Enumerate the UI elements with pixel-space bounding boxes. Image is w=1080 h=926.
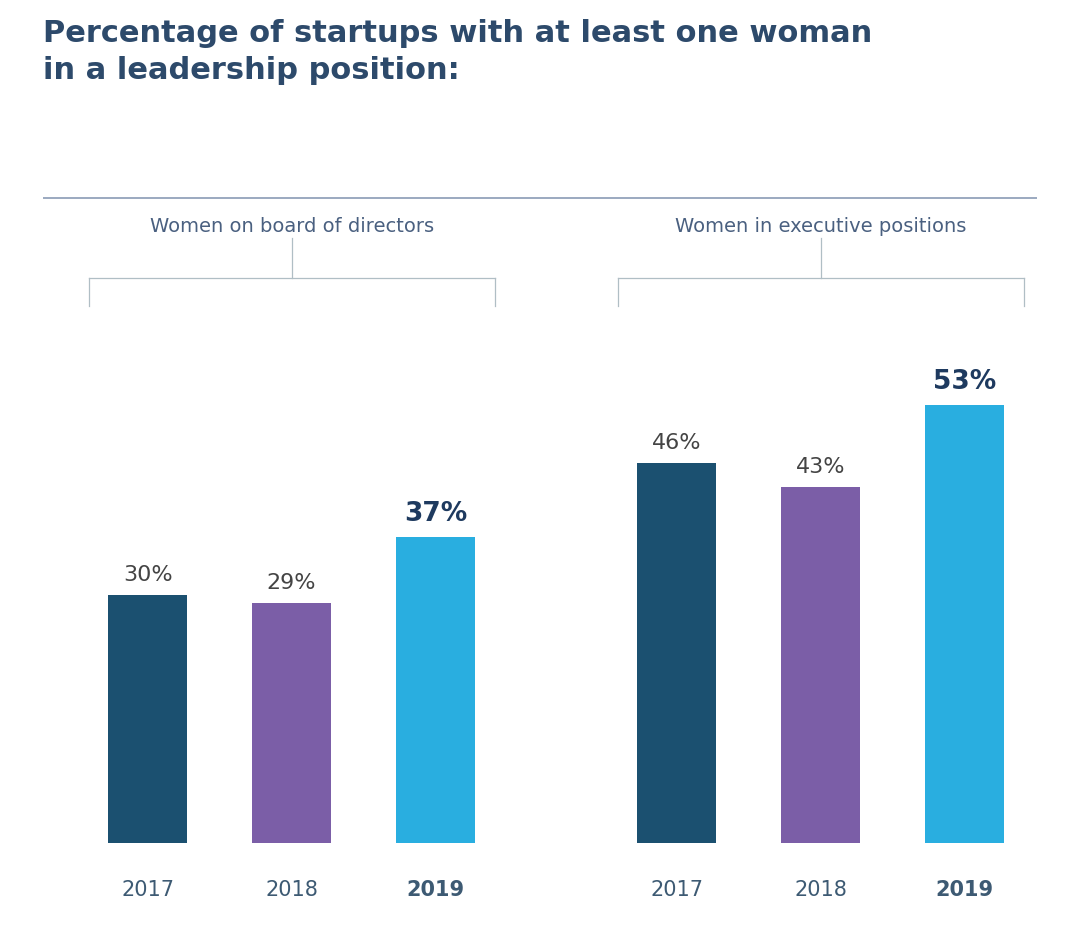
Text: 29%: 29%: [267, 573, 316, 594]
Text: 30%: 30%: [123, 565, 173, 585]
Text: 53%: 53%: [933, 369, 997, 394]
Text: 2019: 2019: [406, 880, 464, 900]
Bar: [252, 603, 332, 843]
Bar: [396, 537, 475, 843]
Text: Percentage of startups with at least one woman
in a leadership position:: Percentage of startups with at least one…: [43, 19, 873, 84]
Text: Women in executive positions: Women in executive positions: [675, 217, 967, 236]
Bar: [926, 405, 1004, 843]
Text: 2019: 2019: [935, 880, 994, 900]
Text: 2018: 2018: [266, 880, 318, 900]
Text: 37%: 37%: [404, 501, 468, 527]
Text: 2017: 2017: [121, 880, 174, 900]
Text: 46%: 46%: [652, 432, 702, 453]
Text: 2017: 2017: [650, 880, 703, 900]
Bar: [781, 487, 861, 843]
Text: 2018: 2018: [795, 880, 847, 900]
Text: 43%: 43%: [796, 457, 846, 478]
Bar: [637, 463, 716, 843]
Text: Women on board of directors: Women on board of directors: [149, 217, 434, 236]
Bar: [108, 594, 187, 843]
